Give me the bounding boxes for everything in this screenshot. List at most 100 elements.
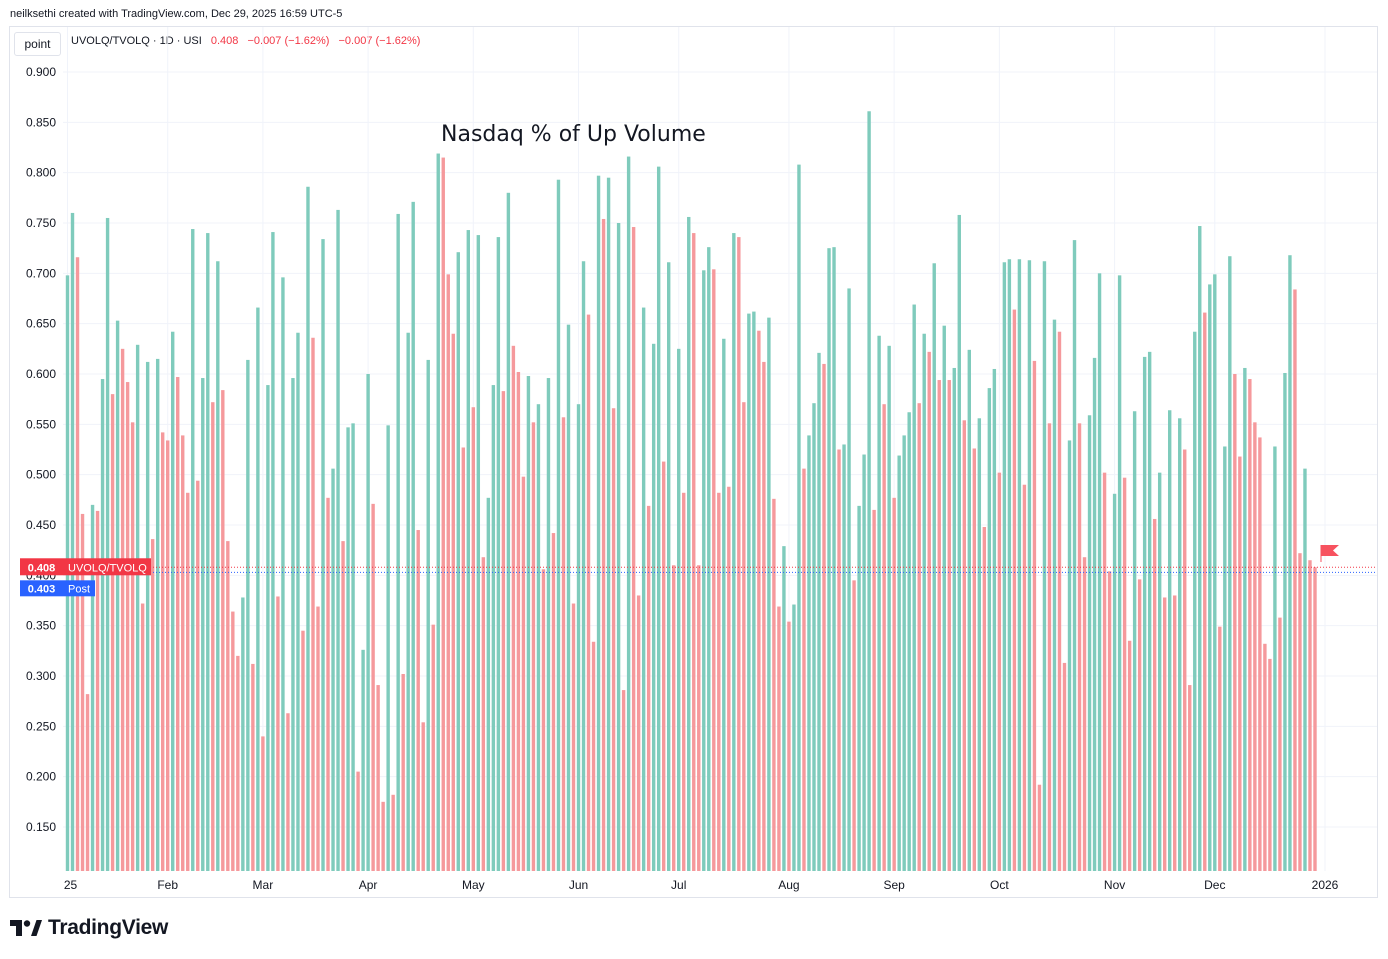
- chart-bar[interactable]: [1132, 411, 1137, 871]
- chart-bar[interactable]: [667, 262, 671, 871]
- chart-bar[interactable]: [1012, 309, 1017, 871]
- chart-bar[interactable]: [331, 468, 335, 871]
- chart-bar[interactable]: [306, 186, 310, 871]
- chart-bar[interactable]: [1007, 259, 1012, 871]
- chart-bar[interactable]: [897, 455, 901, 871]
- chart-bar[interactable]: [176, 377, 180, 871]
- chart-bar[interactable]: [351, 423, 355, 871]
- chart-bar[interactable]: [852, 580, 856, 871]
- chart-bar[interactable]: [346, 427, 350, 871]
- chart-bar[interactable]: [70, 212, 75, 871]
- chart-bar[interactable]: [907, 412, 911, 871]
- chart-bar[interactable]: [276, 596, 280, 871]
- chart-bar[interactable]: [476, 235, 481, 871]
- chart-bar[interactable]: [406, 332, 410, 872]
- chart-bar[interactable]: [1042, 261, 1047, 871]
- chart-bar[interactable]: [236, 655, 240, 871]
- chart-bar[interactable]: [491, 385, 496, 871]
- chart-bar[interactable]: [456, 252, 460, 871]
- chart-bar[interactable]: [832, 247, 836, 871]
- chart-bar[interactable]: [702, 270, 706, 871]
- chart-bar[interactable]: [757, 330, 761, 872]
- chart-bar[interactable]: [917, 403, 921, 871]
- chart-bar[interactable]: [110, 394, 115, 871]
- chart-bar[interactable]: [631, 227, 636, 871]
- chart-bar[interactable]: [120, 348, 125, 872]
- chart-bar[interactable]: [616, 223, 621, 871]
- chart-bar[interactable]: [1082, 557, 1087, 871]
- chart-bar[interactable]: [145, 361, 150, 871]
- chart-bar[interactable]: [391, 794, 395, 871]
- chart-bar[interactable]: [707, 247, 711, 871]
- chart-bar[interactable]: [1047, 423, 1052, 871]
- chart-bar[interactable]: [1027, 260, 1032, 871]
- chart-bar[interactable]: [967, 349, 971, 872]
- chart-bar[interactable]: [326, 497, 330, 871]
- chart-bar[interactable]: [1208, 284, 1212, 871]
- chart-bar[interactable]: [1062, 662, 1067, 871]
- chart-bar[interactable]: [281, 277, 285, 871]
- chart-bar[interactable]: [241, 597, 245, 871]
- chart-bar[interactable]: [1233, 374, 1237, 871]
- chart-bar[interactable]: [301, 630, 305, 871]
- chart-bar[interactable]: [1168, 410, 1172, 871]
- chart-bar[interactable]: [782, 546, 786, 871]
- chart-bar[interactable]: [641, 307, 646, 871]
- chart-bar[interactable]: [997, 472, 1002, 871]
- chart-bar[interactable]: [1203, 312, 1207, 872]
- chart-bar[interactable]: [1253, 422, 1257, 871]
- chart-bar[interactable]: [436, 153, 440, 872]
- chart-bar[interactable]: [697, 565, 701, 871]
- chart-bar[interactable]: [1238, 456, 1242, 871]
- chart-bar[interactable]: [611, 408, 616, 871]
- chart-bar[interactable]: [912, 304, 916, 871]
- chart-bar[interactable]: [416, 530, 420, 871]
- chart-bar[interactable]: [1273, 446, 1277, 871]
- chart-bar[interactable]: [1248, 379, 1252, 871]
- chart-bar[interactable]: [446, 274, 450, 872]
- chart-bar[interactable]: [646, 505, 651, 871]
- chart-bar[interactable]: [1142, 356, 1147, 871]
- chart-bar[interactable]: [742, 402, 746, 871]
- chart-bar[interactable]: [336, 209, 340, 871]
- chart-bar[interactable]: [516, 371, 521, 871]
- chart-bar[interactable]: [371, 503, 375, 871]
- chart-bar[interactable]: [957, 214, 961, 871]
- chart-bar[interactable]: [942, 325, 946, 871]
- chart-bar[interactable]: [125, 382, 130, 871]
- chart-bar[interactable]: [847, 288, 851, 871]
- chart-bar[interactable]: [712, 269, 716, 871]
- chart-bar[interactable]: [521, 476, 526, 871]
- chart-bar[interactable]: [296, 332, 300, 872]
- chart-bar[interactable]: [1147, 351, 1152, 872]
- chart-bar[interactable]: [461, 447, 465, 871]
- chart-bar[interactable]: [1193, 331, 1197, 872]
- chart-bar[interactable]: [135, 344, 140, 871]
- chart-bar[interactable]: [987, 388, 992, 871]
- chart-bar[interactable]: [1288, 255, 1292, 871]
- chart-bar[interactable]: [737, 237, 741, 872]
- chart-bar[interactable]: [992, 368, 997, 871]
- chart-bar[interactable]: [636, 595, 641, 871]
- chart-bar[interactable]: [1228, 256, 1232, 872]
- chart-bar[interactable]: [902, 435, 906, 871]
- chart-bar[interactable]: [867, 111, 871, 871]
- chart-bar[interactable]: [366, 374, 370, 871]
- chart-bar[interactable]: [1263, 643, 1267, 871]
- chart-bar[interactable]: [1077, 423, 1082, 871]
- chart-bar[interactable]: [626, 156, 631, 871]
- chart-bar[interactable]: [1117, 275, 1122, 872]
- chart-bar[interactable]: [381, 801, 385, 871]
- chart-bar[interactable]: [621, 690, 626, 871]
- chart-bar[interactable]: [481, 557, 486, 871]
- chart-bar[interactable]: [140, 603, 145, 871]
- chart-bar[interactable]: [1243, 367, 1247, 871]
- chart-bar[interactable]: [551, 533, 556, 871]
- chart-bar[interactable]: [231, 611, 235, 871]
- chart-bar[interactable]: [892, 497, 896, 871]
- chart-bar[interactable]: [1213, 274, 1217, 872]
- chart-bar[interactable]: [692, 233, 696, 871]
- chart-bar[interactable]: [556, 179, 561, 871]
- chart-bar[interactable]: [672, 565, 676, 871]
- chart-bar[interactable]: [882, 404, 886, 871]
